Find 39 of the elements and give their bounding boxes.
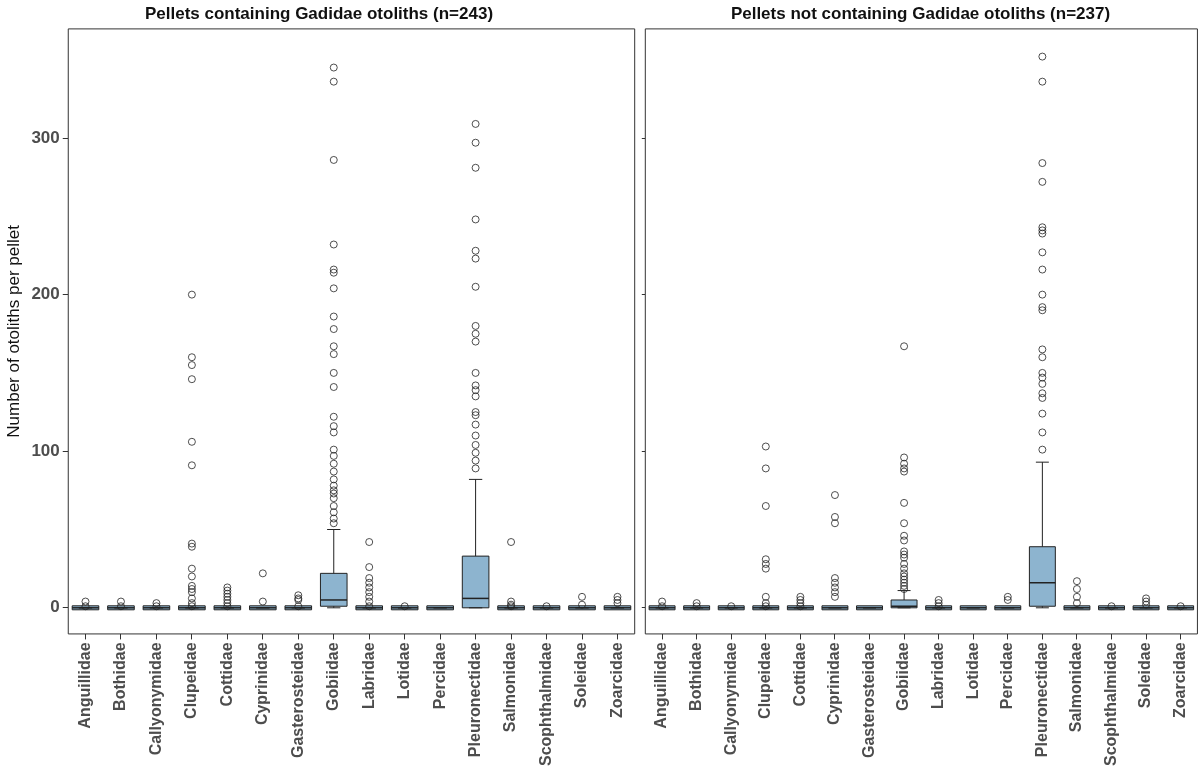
x-tick-label: Callyonymidae (721, 642, 739, 756)
x-tick-label: Anguillidae (652, 642, 670, 729)
x-tick-label: Clupeidae (182, 642, 200, 719)
y-tick-label: 100 (31, 440, 60, 460)
x-tick-label: Bothidae (687, 642, 705, 711)
x-tick-label: Lotidae (395, 642, 413, 700)
x-tick-label: Soleidae (1136, 642, 1154, 709)
x-tick-label: Pleuronectidae (1032, 642, 1050, 758)
x-tick-label: Cyprinidae (253, 642, 271, 726)
x-tick-label: Gobiidae (894, 642, 912, 711)
y-axis-title: Number of otoliths per pellet (3, 224, 23, 438)
y-tick-label: 300 (31, 127, 60, 147)
x-tick-label: Clupeidae (756, 642, 774, 719)
x-tick-label: Callyonymidae (146, 642, 164, 756)
x-tick-label: Percidae (430, 642, 448, 710)
y-tick-label: 200 (31, 284, 60, 304)
chart-title: Pellets containing Gadidae otoliths (n=243) (144, 3, 494, 23)
x-tick-label: Salmonidae (501, 642, 519, 733)
x-tick-label: Anguillidae (75, 642, 93, 729)
x-tick-label: Salmonidae (1067, 642, 1085, 733)
x-tick-label: Lotidae (963, 642, 981, 700)
x-tick-label: Zoarcidae (1171, 642, 1189, 719)
x-tick-label: Pleuronectidae (466, 642, 484, 758)
chart-title: Pellets not containing Gadidae otoliths (n=237) (730, 3, 1111, 23)
x-tick-label: Gasterosteidae (288, 642, 306, 759)
x-tick-label: Scophthalmidae (1101, 642, 1119, 766)
x-tick-label: Zoarcidae (607, 642, 625, 719)
x-tick-label: Gasterosteidae (859, 642, 877, 759)
y-tick-label: 0 (50, 597, 60, 617)
x-tick-label: Labridae (359, 642, 377, 710)
x-tick-label: Gobiidae (324, 642, 342, 711)
x-tick-label: Labridae (929, 642, 947, 710)
x-tick-label: Percidae (998, 642, 1016, 710)
x-tick-label: Soleidae (572, 642, 590, 709)
x-tick-label: Bothidae (111, 642, 129, 711)
x-tick-label: Cottidae (217, 642, 235, 707)
x-tick-label: Scophthalmidae (536, 642, 554, 766)
x-tick-label: Cottidae (790, 642, 808, 707)
x-tick-label: Cyprinidae (825, 642, 843, 726)
